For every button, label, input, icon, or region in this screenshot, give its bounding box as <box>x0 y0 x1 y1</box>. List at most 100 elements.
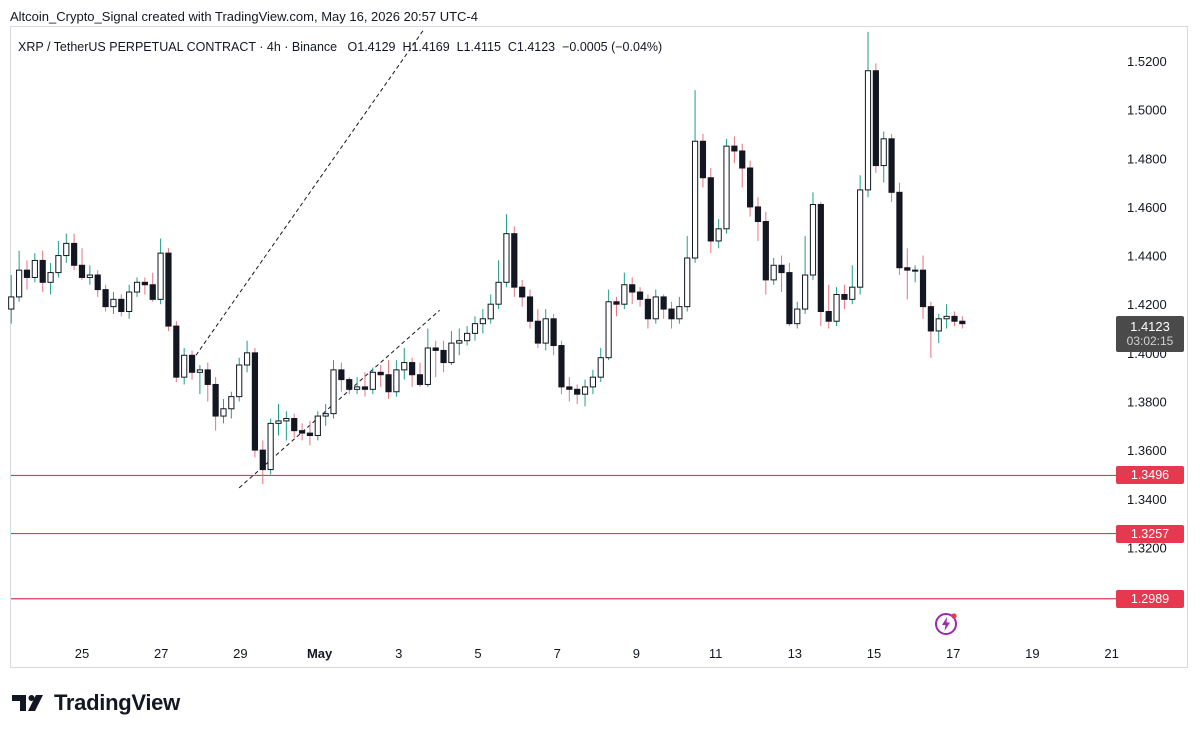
legend-symbol[interactable]: XRP / TetherUS PERPETUAL CONTRACT · 4h ·… <box>18 40 338 54</box>
level-price-tag: 1.3257 <box>1116 524 1184 543</box>
candle-body <box>825 310 832 322</box>
candle-body <box>943 315 950 320</box>
candle-body <box>707 177 714 242</box>
candle-body <box>448 342 455 364</box>
candle-body <box>880 138 887 167</box>
current-price-tag: 1.4123 03:02:15 <box>1116 315 1184 352</box>
candle-body <box>173 325 180 378</box>
candle-body <box>778 264 785 274</box>
candle-body <box>888 138 895 193</box>
y-tick-label: 1.4400 <box>1127 249 1167 264</box>
y-tick-label: 1.4600 <box>1127 200 1167 215</box>
candle-body <box>668 308 675 320</box>
candle-body <box>464 332 471 342</box>
tradingview-logo-icon <box>12 695 43 711</box>
candle-body <box>16 269 23 298</box>
candle-body <box>361 386 369 390</box>
candle-body <box>479 318 486 325</box>
candle-body <box>550 318 557 347</box>
candle-body <box>526 296 534 322</box>
candle-body <box>597 357 604 378</box>
x-tick-label: May <box>307 646 333 661</box>
candle-body <box>589 376 596 388</box>
candle-body <box>149 284 156 300</box>
x-tick-label: 25 <box>75 646 89 661</box>
candle-body <box>896 191 903 269</box>
candle-body <box>519 286 526 298</box>
symbol-legend: XRP / TetherUS PERPETUAL CONTRACT · 4h ·… <box>18 40 662 54</box>
level-price-tag: 1.2989 <box>1116 589 1184 608</box>
candle-body <box>330 369 337 415</box>
level-price-tag: 1.3496 <box>1116 466 1184 485</box>
candle-body <box>94 274 101 291</box>
candle-body <box>959 320 966 325</box>
x-tick-label: 21 <box>1104 646 1118 661</box>
candle-body <box>188 354 196 373</box>
candle-body <box>322 413 329 417</box>
candle-body <box>401 362 408 371</box>
candle-body <box>904 267 911 271</box>
chart-frame <box>10 26 1188 668</box>
candle-body <box>754 206 762 223</box>
candle-body <box>424 347 431 385</box>
y-tick-label: 1.5200 <box>1127 54 1167 69</box>
candle-body <box>762 221 769 281</box>
x-tick-label: 11 <box>709 646 723 661</box>
legend-open: O1.4129 <box>347 40 396 54</box>
candle-body <box>802 274 809 310</box>
candle-body <box>236 364 243 398</box>
legend-close: C1.4123 <box>507 40 556 54</box>
candle-body <box>110 298 117 308</box>
candle-body <box>660 296 667 310</box>
x-tick-label: 15 <box>867 646 881 661</box>
candle-body <box>699 140 707 179</box>
tradingview-wordmark: TradingView <box>54 690 180 715</box>
candle-body <box>39 259 46 283</box>
candle-body <box>644 298 652 320</box>
candle-body <box>165 252 172 327</box>
x-tick-label: 17 <box>946 646 960 661</box>
candle-body <box>691 140 699 259</box>
candle-body <box>456 340 463 344</box>
candle-body <box>78 264 86 278</box>
candle-body <box>715 228 722 242</box>
candle-body <box>841 293 848 300</box>
candle-body <box>212 383 219 417</box>
chart-author-caption: Altcoin_Crypto_Signal created with Tradi… <box>10 9 479 24</box>
candle-body <box>283 418 290 422</box>
candle-body <box>181 354 188 378</box>
y-tick-label: 1.3400 <box>1127 492 1167 507</box>
candle-body <box>291 418 298 432</box>
candle-body <box>912 269 919 272</box>
candle-body <box>731 145 738 152</box>
candle-body <box>354 386 361 390</box>
candle-body <box>495 281 502 305</box>
candle-body <box>574 388 581 395</box>
y-tick-label: 1.4200 <box>1127 297 1167 312</box>
candle-body <box>306 432 314 437</box>
candle-body <box>857 189 864 288</box>
candle-body <box>71 242 78 266</box>
bar-close-countdown: 03:02:15 <box>1126 333 1174 348</box>
candle-body <box>393 369 400 393</box>
candle-body <box>487 303 494 320</box>
y-tick-label: 1.4800 <box>1127 151 1167 166</box>
legend-low: L1.4115 <box>456 40 501 54</box>
candle-body <box>314 415 321 437</box>
candle-body <box>377 371 384 376</box>
candle-body <box>31 259 38 278</box>
x-tick-label: 27 <box>154 646 168 661</box>
flash-icon[interactable] <box>934 612 958 636</box>
candle-body <box>126 291 133 312</box>
candle-body <box>919 269 927 308</box>
x-tick-label: 9 <box>633 646 640 661</box>
x-tick-label: 3 <box>395 646 402 661</box>
candle-body <box>613 301 620 305</box>
candle-body <box>864 70 872 191</box>
candle-body <box>621 284 628 305</box>
tradingview-logo: TradingView <box>12 690 180 716</box>
candle-body <box>157 252 164 300</box>
candle-body <box>267 422 274 471</box>
candle-body <box>23 269 31 278</box>
